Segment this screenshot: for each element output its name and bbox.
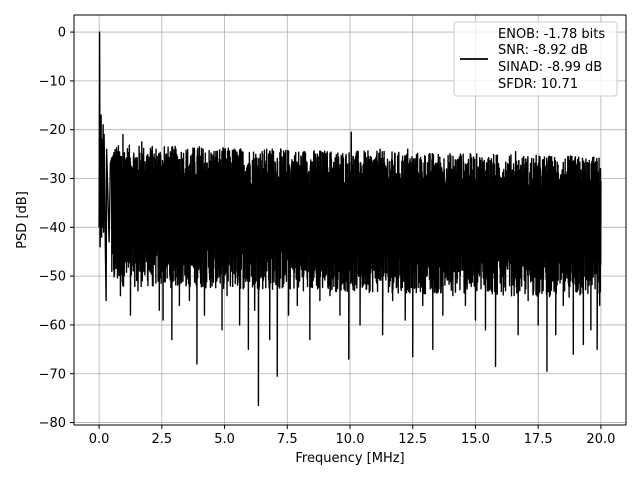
x-tick-label: 5.0	[214, 432, 235, 447]
y-tick-label: −30	[39, 172, 66, 187]
x-axis-ticks: 0.0 2.5 5.0 7.5 10.0 12.5 15.0 17.5 20.0	[89, 425, 615, 447]
x-tick-label: 20.0	[586, 432, 615, 447]
x-tick-label: 10.0	[336, 432, 365, 447]
x-tick-label: 2.5	[151, 432, 172, 447]
y-tick-label: −50	[39, 270, 66, 285]
x-tick-label: 0.0	[89, 432, 110, 447]
y-axis-label: PSD [dB]	[15, 191, 30, 249]
x-tick-label: 15.0	[461, 432, 490, 447]
x-axis-label: Frequency [MHz]	[295, 451, 404, 466]
y-tick-label: −80	[39, 416, 66, 431]
legend-line-enob: ENOB: -1.78 bits	[498, 27, 605, 42]
psd-series	[98, 31, 602, 407]
legend-line-sinad: SINAD: -8.99 dB	[498, 60, 602, 75]
y-tick-label: 0	[58, 26, 66, 41]
y-tick-label: −20	[39, 123, 66, 138]
y-tick-label: −40	[39, 221, 66, 236]
y-tick-label: −60	[39, 318, 66, 333]
y-axis-ticks: 0 −10 −20 −30 −40 −50 −60 −70 −80	[39, 26, 74, 431]
x-tick-label: 12.5	[398, 432, 427, 447]
legend-box	[453, 21, 618, 97]
x-tick-label: 17.5	[524, 432, 553, 447]
y-tick-label: −70	[39, 367, 66, 382]
legend-line-sfdr: SFDR: 10.71	[498, 77, 578, 92]
legend: ENOB: -1.78 bits SNR: -8.92 dB SINAD: -8…	[453, 21, 618, 97]
x-tick-label: 7.5	[277, 432, 298, 447]
legend-line-snr: SNR: -8.92 dB	[498, 43, 588, 58]
y-tick-label: −10	[39, 74, 66, 89]
psd-line	[98, 31, 602, 407]
